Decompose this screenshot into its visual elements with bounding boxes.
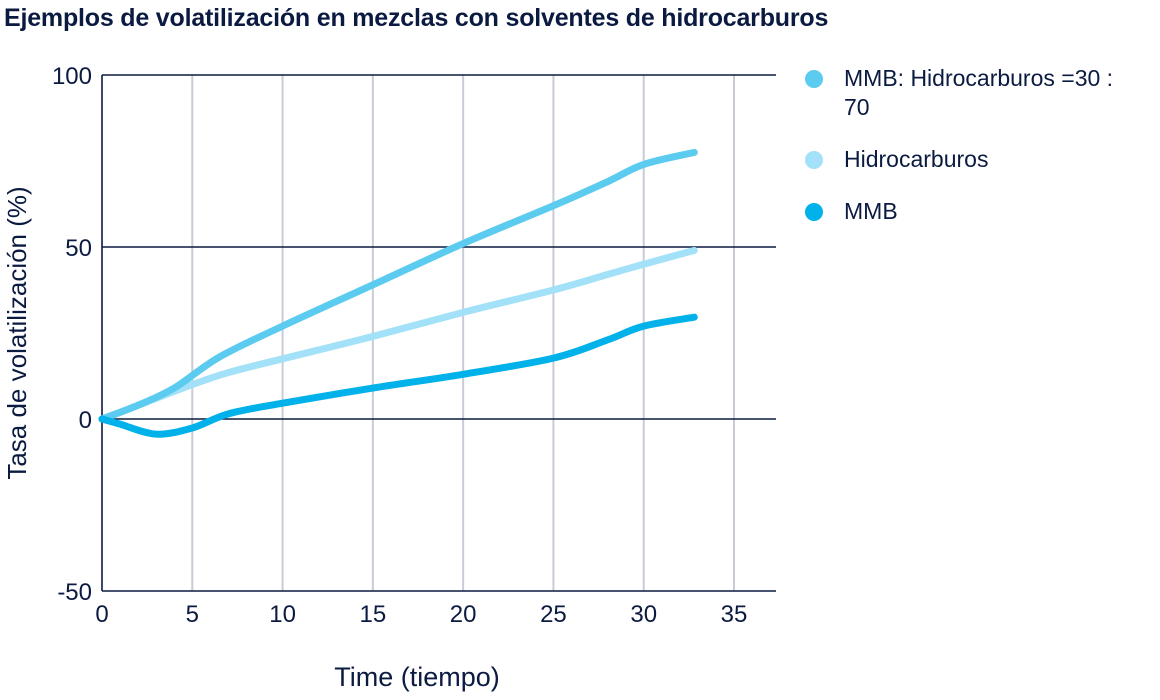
legend-item: Hidrocarburos [800, 145, 1134, 174]
legend-label: MMB: Hidrocarburos =30 : 70 [844, 65, 1114, 120]
legend-label: Hidrocarburos [844, 146, 989, 172]
x-tick-label: 35 [721, 601, 748, 628]
x-tick-label: 5 [186, 601, 199, 628]
x-tick-label: 25 [540, 601, 567, 628]
y-tick-label: 0 [79, 407, 92, 434]
x-tick-label: 20 [450, 601, 477, 628]
x-axis-label: Time (tiempo) [334, 662, 500, 692]
series-line [98, 148, 698, 423]
chart-title: Ejemplos de volatilización en mezclas co… [4, 4, 829, 32]
y-tick-label: -50 [57, 579, 92, 606]
y-tick-label: 100 [52, 63, 92, 90]
y-tick-label: 50 [65, 235, 92, 262]
x-tick-label: 10 [269, 601, 296, 628]
x-tick-label: 30 [630, 601, 657, 628]
series-line [98, 313, 698, 438]
legend-label: MMB [844, 198, 898, 224]
y-axis-label: Tasa de volatilización (%) [2, 186, 32, 479]
legend-item: MMB: Hidrocarburos =30 : 70 [800, 64, 1134, 122]
legend: MMB: Hidrocarburos =30 : 70 Hidrocarburo… [800, 64, 1134, 249]
x-tick-label: 15 [360, 601, 387, 628]
legend-dot [805, 203, 823, 221]
series-line [98, 246, 698, 423]
x-tick-label: 0 [95, 601, 108, 628]
legend-dot [805, 70, 823, 88]
legend-item: MMB [800, 197, 1134, 226]
legend-dot [805, 151, 823, 169]
